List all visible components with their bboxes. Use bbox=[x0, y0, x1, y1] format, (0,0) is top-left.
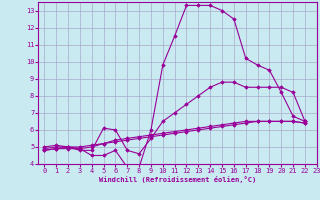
X-axis label: Windchill (Refroidissement éolien,°C): Windchill (Refroidissement éolien,°C) bbox=[99, 176, 256, 183]
